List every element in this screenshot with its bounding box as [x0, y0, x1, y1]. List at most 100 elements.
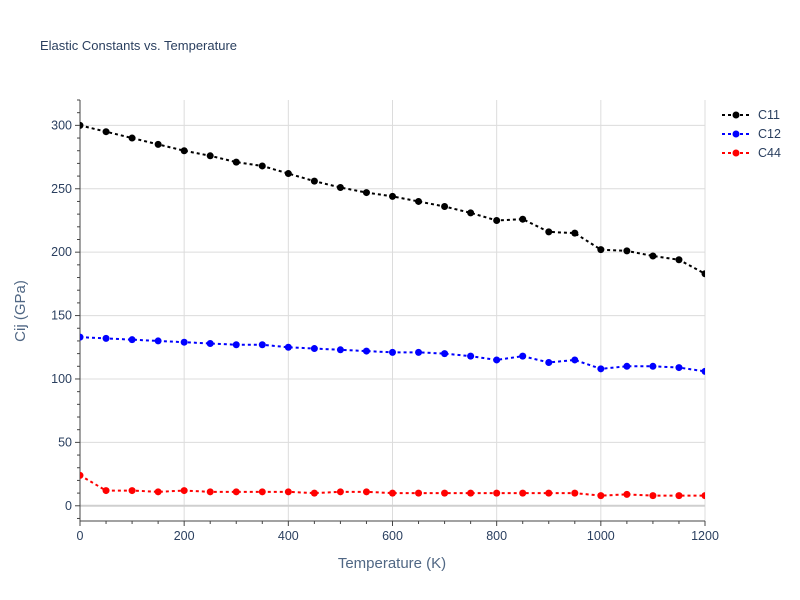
data-point: [597, 492, 605, 500]
data-point: [154, 337, 162, 345]
chart-title: Elastic Constants vs. Temperature: [40, 38, 237, 53]
y-tick-label: 300: [51, 118, 72, 132]
data-point: [80, 121, 84, 129]
legend-marker: [732, 111, 740, 119]
x-tick-label: 1000: [587, 529, 615, 543]
data-point: [206, 488, 214, 496]
data-point: [519, 352, 527, 360]
data-point: [180, 147, 188, 155]
data-point: [232, 488, 240, 496]
data-point: [493, 489, 501, 497]
y-tick-label: 0: [65, 499, 72, 513]
legend-label: C44: [758, 146, 781, 160]
data-point: [441, 489, 449, 497]
data-point: [389, 348, 396, 356]
data-point: [649, 252, 657, 260]
data-point: [597, 365, 605, 373]
data-point: [258, 341, 266, 349]
x-tick-label: 0: [77, 529, 84, 543]
legend-marker: [732, 149, 740, 157]
data-point: [701, 367, 705, 375]
data-point: [675, 492, 683, 500]
data-point: [675, 364, 683, 372]
data-point: [128, 336, 136, 344]
x-tick-label: 800: [486, 529, 507, 543]
x-tick-label: 200: [174, 529, 195, 543]
data-point: [571, 356, 579, 364]
legend-item-c11[interactable]: C11: [722, 108, 780, 122]
x-tick-label: 400: [278, 529, 299, 543]
data-point: [232, 341, 240, 349]
series-c12: [80, 333, 705, 375]
x-tick-label: 600: [382, 529, 403, 543]
data-point: [336, 488, 344, 496]
data-point: [649, 492, 657, 500]
data-point: [415, 197, 423, 205]
data-point: [180, 338, 188, 346]
y-tick-label: 250: [51, 182, 72, 196]
data-point: [154, 140, 162, 148]
data-point: [102, 128, 110, 136]
data-point: [623, 247, 631, 255]
data-point: [519, 489, 527, 497]
data-point: [310, 489, 318, 497]
data-point: [362, 488, 370, 496]
data-point: [80, 333, 84, 341]
data-point: [415, 489, 423, 497]
axes: 0 200 400 600 800 1000 1200 0 50 100 150 200 250 300: [51, 99, 719, 543]
data-point: [701, 270, 705, 278]
data-point: [571, 229, 579, 237]
data-point: [675, 256, 683, 264]
data-point: [362, 347, 370, 355]
data-point: [701, 492, 705, 500]
data-point: [258, 162, 266, 170]
data-point: [467, 352, 475, 360]
series-c11: [80, 121, 705, 278]
data-point: [80, 471, 84, 479]
data-point: [128, 134, 136, 142]
data-point: [493, 216, 501, 224]
data-point: [102, 487, 110, 495]
data-point: [102, 334, 110, 342]
y-tick-label: 150: [51, 309, 72, 323]
data-point: [623, 362, 631, 370]
data-point: [284, 170, 292, 178]
data-point: [441, 350, 449, 358]
data-point: [232, 158, 240, 166]
legend-item-c12[interactable]: C12: [722, 127, 781, 141]
x-tick-label: 1200: [691, 529, 719, 543]
data-point: [310, 177, 318, 185]
data-point: [467, 209, 475, 217]
data-point: [389, 489, 396, 497]
data-point: [154, 488, 162, 496]
data-point: [597, 246, 605, 254]
data-point: [519, 215, 527, 223]
data-point: [206, 339, 214, 347]
data-point: [284, 488, 292, 496]
data-point: [441, 203, 449, 211]
data-point: [571, 489, 579, 497]
grid: [80, 100, 706, 521]
data-point: [415, 348, 423, 356]
data-point: [467, 489, 475, 497]
x-axis-title: Temperature (K): [338, 555, 446, 572]
data-point: [180, 487, 188, 495]
y-tick-label: 200: [51, 245, 72, 259]
data-point: [545, 228, 553, 236]
y-tick-label: 50: [58, 435, 72, 449]
data-point: [623, 490, 631, 498]
y-axis-title: Cij (GPa): [12, 280, 29, 342]
data-point: [128, 487, 136, 495]
y-tick-label: 100: [51, 372, 72, 386]
data-point: [545, 358, 553, 366]
legend[interactable]: C11 C12 C44: [722, 108, 781, 160]
plot-area: [80, 121, 705, 500]
data-point: [258, 488, 266, 496]
data-point: [336, 346, 344, 354]
data-point: [362, 189, 370, 197]
legend-item-c44[interactable]: C44: [722, 146, 781, 160]
data-point: [206, 152, 214, 160]
data-point: [310, 345, 318, 353]
series-c44: [80, 471, 705, 500]
